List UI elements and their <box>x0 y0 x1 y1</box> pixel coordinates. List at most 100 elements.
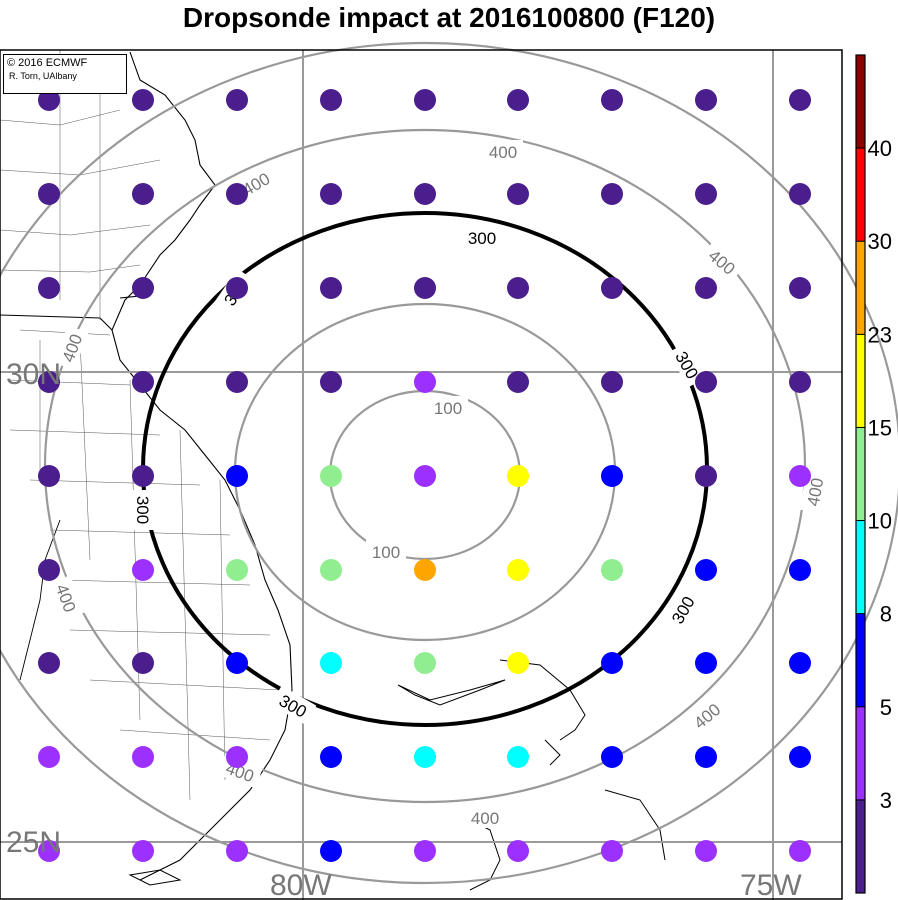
impact-dot <box>601 183 623 205</box>
impact-dot <box>695 559 717 581</box>
impact-dot <box>320 840 342 862</box>
impact-dot <box>414 840 436 862</box>
ring-label-100: 100 <box>372 543 400 562</box>
impact-dot <box>601 371 623 393</box>
impact-dot <box>38 277 60 299</box>
impact-dot <box>601 465 623 487</box>
impact-dot <box>226 465 248 487</box>
impact-dot <box>226 652 248 674</box>
impact-dot <box>132 652 154 674</box>
impact-dot <box>320 371 342 393</box>
impact-dot <box>320 652 342 674</box>
impact-dot <box>132 371 154 393</box>
ring-label-bg <box>133 490 155 530</box>
impact-dot <box>320 559 342 581</box>
impact-dot <box>789 277 811 299</box>
credit-box: © 2016 ECMWF R. Torn, UAlbany <box>3 54 127 94</box>
impact-dot <box>38 465 60 487</box>
ring-label-bg <box>270 685 317 725</box>
impact-dot <box>695 89 717 111</box>
impact-dot <box>226 840 248 862</box>
impact-dot <box>414 277 436 299</box>
impact-dot <box>695 277 717 299</box>
impact-dot <box>507 746 529 768</box>
impact-dot <box>226 277 248 299</box>
impact-dot <box>507 559 529 581</box>
map-frame <box>0 49 843 900</box>
ring-label-400: 400 <box>804 476 828 507</box>
impact-dot <box>226 89 248 111</box>
impact-dot <box>601 559 623 581</box>
ring-label-400: 400 <box>489 143 517 162</box>
impact-dot <box>132 840 154 862</box>
impact-dot <box>695 371 717 393</box>
ring-label-bg <box>428 396 468 418</box>
distance-ring-labels: 1001003003003003003003004004004004004004… <box>49 140 829 828</box>
impact-dot <box>695 746 717 768</box>
impact-dot <box>414 746 436 768</box>
impact-dot <box>695 840 717 862</box>
impact-dot <box>132 465 154 487</box>
impact-dot <box>38 746 60 768</box>
ring-label-bg <box>366 540 406 562</box>
impact-dot <box>132 277 154 299</box>
impact-dot <box>414 183 436 205</box>
impact-dot <box>320 89 342 111</box>
impact-dot <box>507 183 529 205</box>
impact-dot <box>414 559 436 581</box>
ring-label-400: 400 <box>471 809 499 828</box>
impact-dot <box>789 840 811 862</box>
impact-dot <box>507 465 529 487</box>
ring-label-bg <box>49 575 85 621</box>
impact-dot <box>414 371 436 393</box>
credit-line-2: R. Torn, UAlbany <box>9 71 77 81</box>
impact-dot <box>226 371 248 393</box>
impact-dot <box>507 277 529 299</box>
impact-dot <box>132 183 154 205</box>
impact-dot <box>320 746 342 768</box>
impact-dot <box>695 465 717 487</box>
impact-dot <box>414 652 436 674</box>
ring-label-bg <box>700 239 746 283</box>
impact-dot <box>789 559 811 581</box>
impact-dot <box>38 840 60 862</box>
impact-dot <box>601 746 623 768</box>
lat-label-25n: 25N <box>6 826 61 859</box>
dropsonde-impact-points <box>38 89 811 862</box>
impact-dot <box>695 183 717 205</box>
impact-dot <box>507 371 529 393</box>
impact-dot <box>789 371 811 393</box>
ring-label-100: 100 <box>434 399 462 418</box>
impact-dot <box>507 652 529 674</box>
impact-dot <box>38 183 60 205</box>
ring-label-bg <box>683 693 729 737</box>
ring-label-bg <box>662 586 702 633</box>
bahamas-islands <box>128 659 666 891</box>
impact-dot <box>789 89 811 111</box>
ring-label-bg <box>465 806 505 828</box>
ring-label-300: 300 <box>468 229 496 248</box>
impact-dot <box>38 371 60 393</box>
impact-dot <box>226 183 248 205</box>
impact-dot <box>226 559 248 581</box>
ring-label-bg <box>483 140 523 162</box>
impact-dot <box>507 89 529 111</box>
impact-dot <box>507 840 529 862</box>
lat-label-30n: 30N <box>6 358 61 391</box>
impact-dot <box>601 840 623 862</box>
impact-dot <box>320 183 342 205</box>
impact-dot <box>132 559 154 581</box>
distance-ring-500 <box>0 42 898 884</box>
impact-dot <box>789 746 811 768</box>
ring-label-300: 300 <box>133 496 152 524</box>
lon-label-75w: 75W <box>740 869 802 900</box>
impact-dot <box>320 277 342 299</box>
impact-dot <box>601 277 623 299</box>
impact-dot <box>226 746 248 768</box>
lon-label-80w: 80W <box>270 869 332 900</box>
chart-title: Dropsonde impact at 2016100800 (F120) <box>182 2 716 33</box>
impact-dot <box>414 89 436 111</box>
lat-lon-labels: 30N 25N 80W 75W <box>6 358 802 900</box>
credit-line-1: © 2016 ECMWF <box>7 57 88 69</box>
